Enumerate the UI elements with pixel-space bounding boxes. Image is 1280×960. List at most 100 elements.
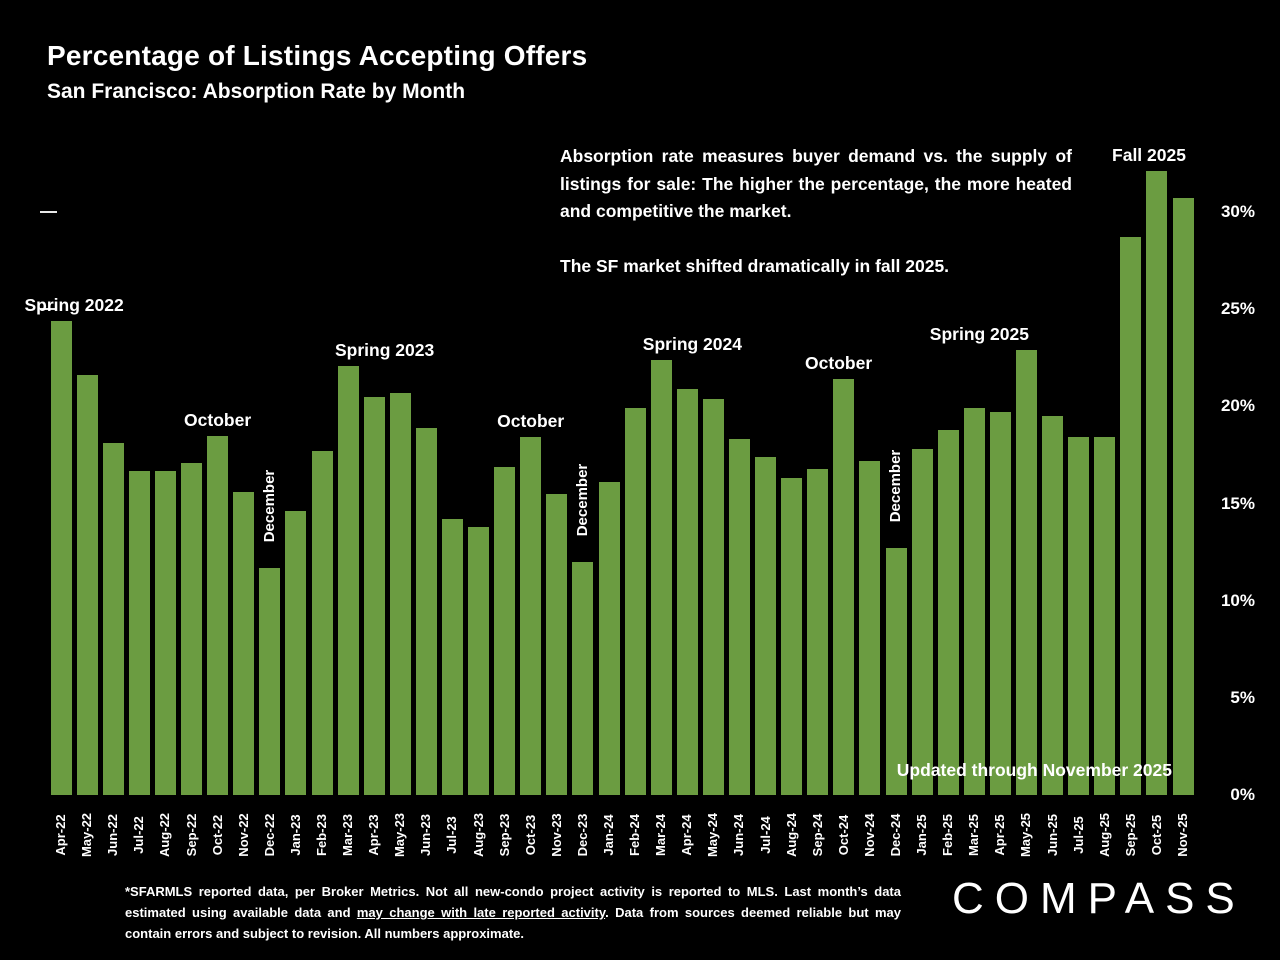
bar-Sep-24 <box>807 468 829 795</box>
x-axis-label: Apr-24 <box>679 814 695 856</box>
bar-Jul-23 <box>441 519 463 795</box>
x-axis-label: Oct-23 <box>522 814 538 856</box>
x-axis-label: Jan-24 <box>601 814 616 856</box>
bar-May-23 <box>389 392 411 795</box>
annotation-october: October <box>184 409 252 430</box>
bar-Oct-24 <box>833 379 855 795</box>
x-axis-label: May-22 <box>79 812 95 858</box>
bar-Jul-22 <box>128 470 150 795</box>
bar-Mar-25 <box>963 408 985 795</box>
bar-Jul-25 <box>1068 437 1090 795</box>
x-axis-label: Aug-23 <box>470 812 486 858</box>
footnote-underlined: may change with late reported activity <box>356 905 606 920</box>
bar-Apr-24 <box>676 388 698 795</box>
updated-note: Updated through November 2025 <box>896 760 1172 780</box>
bar-Aug-25 <box>1094 437 1116 795</box>
info-paragraph-1: Absorption rate measures buyer demand vs… <box>560 146 1072 221</box>
footnote-text-2: . Data from sources deemed reliable but … <box>125 905 901 941</box>
x-axis-label: Feb-24 <box>627 814 642 856</box>
bar-May-22 <box>76 375 98 795</box>
x-axis-label: Apr-23 <box>366 814 382 856</box>
x-axis-label: Dec-22 <box>261 813 277 857</box>
x-axis-label: Jan-23 <box>287 814 303 856</box>
annotation-spring-2023: Spring 2023 <box>334 339 435 360</box>
bar-Feb-24 <box>624 408 646 795</box>
x-axis-label: Aug-22 <box>157 812 173 858</box>
axis-tick <box>40 308 57 311</box>
bar-May-25 <box>1015 350 1037 795</box>
y-axis-label: 10% <box>1220 590 1255 610</box>
x-axis-label: Oct-24 <box>835 814 851 856</box>
y-axis-label: 15% <box>1220 493 1255 513</box>
bar-Feb-25 <box>937 429 959 795</box>
x-axis-label: Nov-23 <box>548 813 564 857</box>
bar-Sep-22 <box>181 462 202 795</box>
info-paragraph-2: The SF market shifted dramatically in fa… <box>560 255 950 276</box>
x-axis-label: Dec-23 <box>574 813 590 857</box>
bar-Aug-22 <box>154 470 176 795</box>
y-axis-label: 5% <box>1230 687 1255 707</box>
x-axis-label: Nov-25 <box>1175 813 1190 857</box>
bar-Sep-25 <box>1120 237 1142 795</box>
x-axis-label: Nov-22 <box>235 813 251 857</box>
y-axis-label: 30% <box>1220 202 1255 221</box>
x-axis-label: Oct-25 <box>1148 814 1164 856</box>
x-axis-label: Nov-24 <box>861 813 877 857</box>
bar-Dec-22 <box>259 567 281 795</box>
x-axis-label: Jul-24 <box>757 816 773 854</box>
x-axis-label: Dec-24 <box>888 813 903 857</box>
bar-Nov-24 <box>859 460 881 795</box>
x-axis-label: Jan-25 <box>914 814 929 856</box>
x-axis-label: Jul-25 <box>1070 816 1086 854</box>
bar-Dec-23 <box>572 561 594 795</box>
x-axis-label: Apr-22 <box>53 814 68 856</box>
bar-Aug-23 <box>468 526 489 795</box>
bar-chart: Apr-22 May-22 Jun-22 Jul-22 Aug-22 Sep-22 Oct-… <box>48 140 1196 857</box>
x-axis-label: Jun-24 <box>731 814 747 856</box>
annotation-october: October <box>805 353 873 374</box>
bar-Nov-22 <box>233 491 255 795</box>
x-axis-label: Apr-25 <box>992 814 1008 856</box>
bar-Nov-25 <box>1172 198 1194 795</box>
bar-Jun-24 <box>728 439 750 795</box>
x-axis-label: Sep-23 <box>496 813 512 857</box>
annotation-december: December <box>260 469 278 542</box>
x-axis-label: Feb-25 <box>940 814 956 856</box>
bar-Apr-23 <box>363 396 385 795</box>
axis-tick <box>40 211 57 213</box>
info-box: Absorption rate measures buyer demand vs… <box>560 143 1072 280</box>
bar-Oct-25 <box>1146 171 1168 795</box>
bar-Mar-23 <box>337 365 359 795</box>
x-axis-label: Feb-23 <box>314 814 329 856</box>
annotation-spring-2022: Spring 2022 <box>24 294 124 315</box>
x-axis-label: Jul-23 <box>444 816 460 854</box>
bar-Sep-23 <box>494 466 516 795</box>
bar-Nov-23 <box>546 493 568 795</box>
compass-logo: COMPASS <box>952 874 1246 923</box>
x-axis-label: Jun-22 <box>105 814 121 856</box>
bar-Dec-24 <box>885 548 907 795</box>
annotation-spring-2024: Spring 2024 <box>642 333 742 354</box>
x-axis-label: May-23 <box>392 812 408 858</box>
x-axis-label: May-24 <box>705 812 721 858</box>
page-title: Percentage of Listings Accepting Offers <box>47 40 588 71</box>
bar-Oct-23 <box>520 437 542 795</box>
y-axis-label: 20% <box>1220 396 1255 416</box>
x-axis-label: Jun-23 <box>418 814 434 856</box>
x-axis-label: Jun-25 <box>1044 814 1060 856</box>
bar-Aug-24 <box>781 478 803 795</box>
annotation-fall-2025: Fall 2025 <box>1112 145 1186 166</box>
annotation-spring-2025: Spring 2025 <box>929 324 1029 344</box>
x-axis-label: Mar-24 <box>653 814 669 856</box>
bar-May-24 <box>702 398 724 795</box>
bar-Feb-23 <box>311 451 333 795</box>
bar-Jan-23 <box>285 511 307 795</box>
bar-Oct-22 <box>207 435 229 795</box>
x-axis-label: Jul-22 <box>131 816 147 854</box>
page-subtitle: San Francisco: Absorption Rate by Month <box>47 80 466 103</box>
x-axis-label: Mar-25 <box>966 814 982 856</box>
footnote: *SFARMLS reported data, per Broker Metri… <box>125 881 901 944</box>
annotation-october: October <box>497 411 565 432</box>
footnote-text-1: *SFARMLS reported data, per Broker Metri… <box>125 884 901 920</box>
